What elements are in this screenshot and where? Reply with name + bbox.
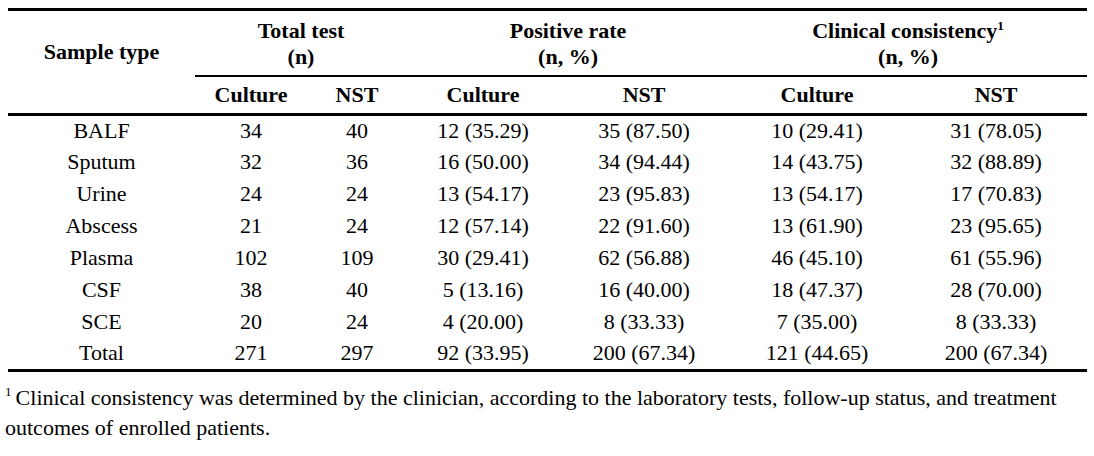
cell: 62 (56.88)	[559, 242, 729, 274]
table-row: Plasma 102 109 30 (29.41) 62 (56.88) 46 …	[8, 242, 1087, 274]
column-header-nst: NST	[905, 76, 1087, 114]
row-label: CSF	[8, 274, 195, 306]
group-label: Clinical consistency1	[729, 18, 1087, 44]
header-group-row: Sample type Total test (n) Positive rate…	[8, 10, 1087, 77]
cell: 21	[195, 210, 307, 242]
row-label: Urine	[8, 178, 195, 210]
cell: 16 (50.00)	[407, 146, 559, 178]
cell: 4 (20.00)	[407, 306, 559, 338]
cell: 20	[195, 306, 307, 338]
cell: 36	[307, 146, 407, 178]
cell: 61 (55.96)	[905, 242, 1087, 274]
cell: 28 (70.00)	[905, 274, 1087, 306]
table-footnote: 1Clinical consistency was determined by …	[0, 372, 1094, 443]
row-label: BALF	[8, 114, 195, 146]
cell: 23 (95.65)	[905, 210, 1087, 242]
table-row: Urine 24 24 13 (54.17) 23 (95.83) 13 (54…	[8, 178, 1087, 210]
table-row: SCE 20 24 4 (20.00) 8 (33.33) 7 (35.00) …	[8, 306, 1087, 338]
cell: 40	[307, 114, 407, 146]
cell: 200 (67.34)	[559, 338, 729, 370]
cell: 5 (13.16)	[407, 274, 559, 306]
column-header-nst: NST	[559, 76, 729, 114]
column-header-sample-type: Sample type	[8, 10, 195, 115]
footnote-text: Clinical consistency was determined by t…	[5, 385, 1057, 440]
cell: 24	[307, 306, 407, 338]
table-row-total: Total 271 297 92 (33.95) 200 (67.34) 121…	[8, 338, 1087, 370]
table-row: Abscess 21 24 12 (57.14) 22 (91.60) 13 (…	[8, 210, 1087, 242]
table-row: Sputum 32 36 16 (50.00) 34 (94.44) 14 (4…	[8, 146, 1087, 178]
cell: 121 (44.65)	[729, 338, 905, 370]
cell: 200 (67.34)	[905, 338, 1087, 370]
cell: 17 (70.83)	[905, 178, 1087, 210]
cell: 32 (88.89)	[905, 146, 1087, 178]
cell: 16 (40.00)	[559, 274, 729, 306]
group-label-text: Clinical consistency	[812, 18, 997, 43]
cell: 30 (29.41)	[407, 242, 559, 274]
column-header-culture: Culture	[195, 76, 307, 114]
column-group-total-test: Total test (n)	[195, 10, 407, 77]
cell: 12 (35.29)	[407, 114, 559, 146]
cell: 297	[307, 338, 407, 370]
cell: 13 (54.17)	[407, 178, 559, 210]
cell: 102	[195, 242, 307, 274]
group-label: Positive rate	[407, 18, 729, 44]
cell: 35 (87.50)	[559, 114, 729, 146]
row-label: Abscess	[8, 210, 195, 242]
cell: 14 (43.75)	[729, 146, 905, 178]
cell: 271	[195, 338, 307, 370]
cell: 7 (35.00)	[729, 306, 905, 338]
cell: 109	[307, 242, 407, 274]
column-group-clinical-consistency: Clinical consistency1 (n, %)	[729, 10, 1087, 77]
cell: 46 (45.10)	[729, 242, 905, 274]
cell: 13 (54.17)	[729, 178, 905, 210]
cell: 40	[307, 274, 407, 306]
table-row: BALF 34 40 12 (35.29) 35 (87.50) 10 (29.…	[8, 114, 1087, 146]
cell: 12 (57.14)	[407, 210, 559, 242]
footnote-marker: 1	[5, 384, 12, 399]
cell: 23 (95.83)	[559, 178, 729, 210]
column-header-culture: Culture	[407, 76, 559, 114]
group-unit: (n, %)	[729, 44, 1087, 70]
table-figure: Sample type Total test (n) Positive rate…	[0, 0, 1094, 372]
group-unit: (n)	[195, 44, 407, 70]
cell: 22 (91.60)	[559, 210, 729, 242]
group-unit: (n, %)	[407, 44, 729, 70]
cell: 10 (29.41)	[729, 114, 905, 146]
cell: 38	[195, 274, 307, 306]
column-header-nst: NST	[307, 76, 407, 114]
column-header-culture: Culture	[729, 76, 905, 114]
row-label: Plasma	[8, 242, 195, 274]
superscript-marker: 1	[997, 18, 1004, 33]
cell: 8 (33.33)	[905, 306, 1087, 338]
cell: 92 (33.95)	[407, 338, 559, 370]
row-label: Total	[8, 338, 195, 370]
results-table: Sample type Total test (n) Positive rate…	[8, 8, 1087, 372]
cell: 34 (94.44)	[559, 146, 729, 178]
row-label: SCE	[8, 306, 195, 338]
cell: 24	[307, 210, 407, 242]
table-row: CSF 38 40 5 (13.16) 16 (40.00) 18 (47.37…	[8, 274, 1087, 306]
cell: 24	[195, 178, 307, 210]
cell: 24	[307, 178, 407, 210]
group-label: Total test	[195, 18, 407, 44]
cell: 34	[195, 114, 307, 146]
row-label: Sputum	[8, 146, 195, 178]
column-group-positive-rate: Positive rate (n, %)	[407, 10, 729, 77]
cell: 8 (33.33)	[559, 306, 729, 338]
cell: 31 (78.05)	[905, 114, 1087, 146]
cell: 18 (47.37)	[729, 274, 905, 306]
cell: 32	[195, 146, 307, 178]
cell: 13 (61.90)	[729, 210, 905, 242]
